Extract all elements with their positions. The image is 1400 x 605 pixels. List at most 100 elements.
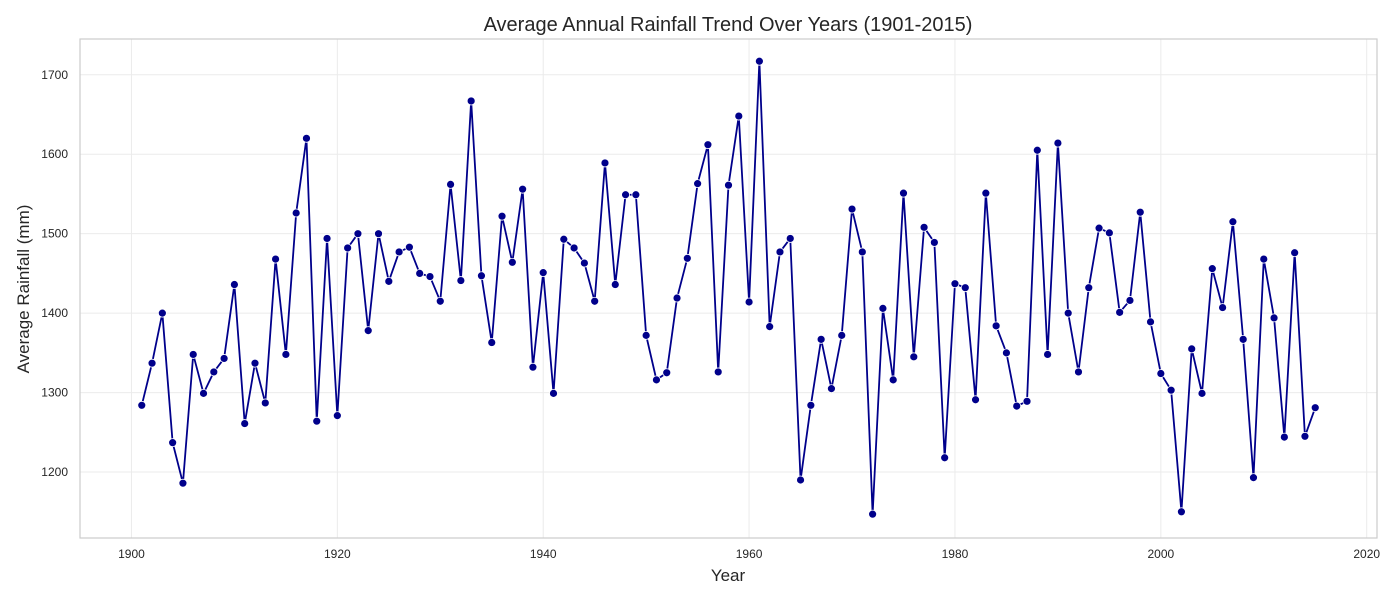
rainfall-series-line [140, 60, 1317, 516]
data-point [538, 268, 548, 278]
x-tick-label: 2000 [1147, 547, 1174, 561]
y-tick-label: 1500 [41, 227, 68, 241]
data-point [1310, 403, 1320, 413]
data-point [168, 438, 178, 448]
data-point [785, 234, 795, 243]
data-point [641, 330, 651, 340]
data-point [940, 453, 950, 463]
data-point [775, 247, 785, 257]
data-point [971, 395, 980, 405]
data-point [1218, 303, 1227, 312]
data-point [199, 388, 208, 398]
data-point [487, 338, 497, 347]
data-point [415, 269, 425, 278]
data-point [518, 184, 528, 194]
data-point [188, 350, 198, 359]
data-point [353, 229, 363, 239]
data-point [343, 243, 353, 253]
x-tick-label: 1960 [736, 547, 763, 561]
data-point [147, 358, 157, 368]
data-point [1279, 432, 1289, 442]
data-point [1228, 217, 1238, 227]
data-point [899, 188, 908, 198]
data-point [950, 279, 960, 289]
data-point [250, 358, 260, 368]
x-axis-title: Year [711, 566, 746, 585]
data-point [724, 180, 733, 190]
data-point [1197, 388, 1207, 398]
data-point [1002, 348, 1011, 358]
data-point [1259, 254, 1269, 264]
data-point [744, 297, 754, 307]
data-point [1115, 307, 1125, 317]
data-point [209, 367, 219, 377]
data-point [260, 398, 270, 408]
data-point [909, 352, 919, 362]
data-point [590, 296, 600, 306]
data-point [1084, 283, 1094, 293]
data-point [302, 133, 311, 143]
data-point [806, 400, 816, 410]
data-point [827, 384, 836, 394]
grid-lines [80, 39, 1377, 538]
data-point [878, 303, 888, 313]
data-point [713, 367, 723, 377]
data-point [271, 254, 280, 264]
data-point [1104, 228, 1114, 238]
data-point [1177, 507, 1186, 517]
data-point [991, 321, 1001, 331]
data-point [322, 234, 332, 243]
data-point [631, 190, 641, 200]
series-layer [137, 56, 1320, 519]
data-point [1053, 138, 1063, 148]
data-point [374, 229, 383, 239]
y-tick-label: 1200 [41, 465, 68, 479]
data-point [1290, 248, 1300, 258]
data-point [579, 258, 589, 268]
data-point [549, 388, 558, 398]
data-point [528, 362, 538, 372]
data-point [178, 478, 188, 488]
data-point [1156, 369, 1166, 378]
data-point [1022, 396, 1032, 406]
data-point [1125, 296, 1135, 305]
data-point [466, 96, 476, 106]
x-tick-label: 2020 [1353, 547, 1380, 561]
data-point [1300, 431, 1310, 441]
y-tick-label: 1600 [41, 147, 68, 161]
data-point [837, 330, 847, 340]
data-point [981, 188, 991, 198]
data-point [734, 111, 744, 121]
data-point [621, 190, 630, 200]
data-point [230, 280, 239, 289]
data-point [497, 211, 507, 221]
data-point [919, 222, 929, 232]
data-point [281, 350, 291, 359]
data-point [754, 56, 764, 66]
data-point [796, 475, 805, 485]
data-point [363, 326, 373, 336]
data-point [446, 180, 455, 189]
data-point [693, 179, 703, 189]
data-point [1043, 350, 1053, 359]
y-tick-label: 1700 [41, 68, 68, 82]
data-point [1249, 473, 1258, 483]
data-point [888, 375, 898, 385]
tick-labels: 1900 1920 1940 1960 1980 2000 2020 1200 1300 1400… [41, 68, 1380, 561]
data-point [610, 280, 620, 289]
data-point [847, 204, 857, 214]
data-point [672, 293, 682, 303]
data-point [291, 208, 301, 218]
data-point [559, 234, 569, 244]
data-point [1094, 223, 1104, 233]
plot-area-frame [79, 38, 1378, 539]
data-point [137, 400, 147, 410]
data-point [868, 509, 878, 519]
data-point [1135, 207, 1145, 217]
y-tick-label: 1400 [41, 306, 68, 320]
data-point [960, 283, 970, 293]
data-point [1207, 264, 1217, 274]
data-point [384, 276, 394, 286]
